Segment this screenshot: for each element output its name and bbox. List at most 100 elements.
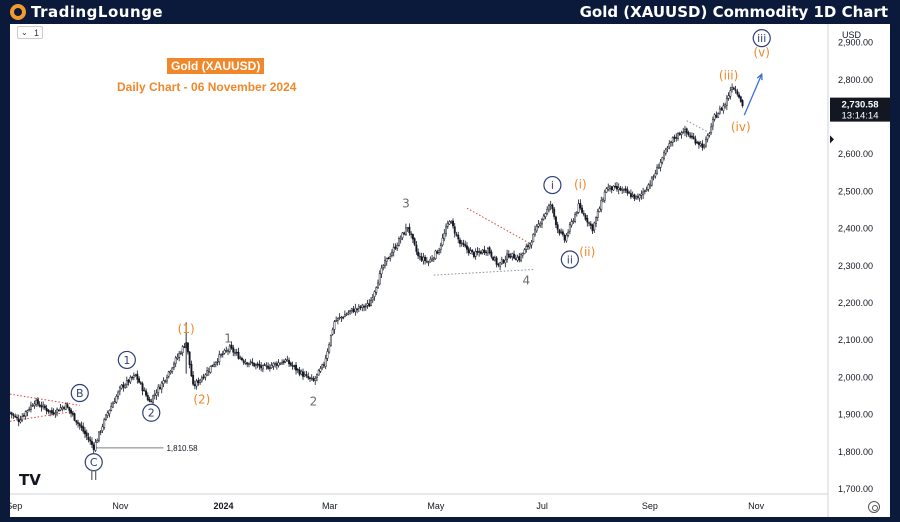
candle-body	[71, 412, 74, 415]
candle	[652, 174, 655, 181]
x-tick-label: May	[427, 501, 445, 511]
candle-body	[619, 188, 622, 191]
price-chart[interactable]: 1,700.00 1,800.00 1,900.00 2,000.00 2,100.00…	[10, 24, 890, 517]
candle-body	[703, 144, 706, 148]
candle-body	[225, 350, 228, 352]
candle	[321, 363, 324, 370]
wave-label: i	[543, 175, 562, 195]
candle	[472, 251, 475, 259]
candle-body	[717, 113, 720, 118]
candle-body	[713, 114, 716, 120]
candle-body	[659, 162, 662, 168]
candle	[471, 249, 474, 255]
candle	[464, 240, 467, 248]
candle	[567, 229, 570, 238]
candle-body	[73, 413, 76, 421]
candle-body	[117, 391, 120, 397]
wave-label: II	[90, 469, 98, 484]
candle-body	[148, 399, 151, 402]
candle-body	[190, 363, 193, 377]
candle-body	[399, 238, 402, 241]
candle	[302, 368, 304, 380]
candle	[544, 212, 547, 220]
candle	[166, 374, 168, 384]
candle-body	[462, 243, 465, 245]
interval-selector[interactable]: ⌄ 1	[17, 26, 43, 39]
candle	[340, 315, 343, 322]
candle	[253, 362, 256, 368]
candle-body	[547, 205, 550, 211]
candle	[645, 186, 648, 192]
candle	[190, 360, 193, 377]
candle	[649, 180, 652, 189]
candle-body	[331, 329, 334, 335]
candle-body	[631, 194, 634, 197]
settings-gear-icon[interactable]	[868, 501, 880, 513]
chart-panel[interactable]: 1,700.00 1,800.00 1,900.00 2,000.00 2,100.00…	[10, 24, 890, 517]
candle-body	[82, 426, 85, 432]
candle-body	[577, 203, 580, 213]
candle	[671, 136, 674, 147]
candle-body	[216, 361, 219, 363]
candle	[525, 243, 528, 253]
candle-body	[319, 368, 322, 372]
candle	[731, 83, 734, 93]
candle	[16, 414, 18, 421]
wave-label-text: 1	[123, 354, 130, 367]
candle-body	[152, 395, 154, 403]
candle	[718, 105, 721, 115]
candle	[445, 223, 447, 237]
wave-label: 1	[117, 350, 136, 370]
candle	[312, 376, 315, 382]
candle	[188, 351, 191, 369]
candle-body	[394, 246, 397, 249]
candle-body	[349, 310, 352, 313]
candle	[621, 186, 624, 194]
candle	[113, 397, 116, 404]
candle-body	[289, 362, 292, 366]
candle	[738, 92, 740, 99]
candle	[441, 233, 444, 247]
candle-body	[322, 364, 325, 366]
candle	[352, 305, 355, 313]
x-tick-label: Sep	[642, 501, 658, 511]
candle-body	[104, 414, 107, 420]
candle	[616, 181, 618, 192]
wave-label-text: (iv)	[731, 120, 751, 134]
candle	[28, 406, 31, 412]
candle-body	[309, 377, 311, 379]
candle-body	[575, 212, 578, 214]
wave-label-text: ii	[567, 253, 573, 266]
candle-body	[286, 359, 289, 362]
candle	[59, 404, 62, 412]
candle	[411, 233, 414, 244]
candle-body	[664, 149, 667, 154]
candle-body	[138, 378, 141, 383]
candle	[263, 362, 266, 367]
candle	[244, 358, 247, 365]
candle	[581, 205, 584, 214]
candle	[281, 359, 284, 365]
candle-body	[434, 250, 437, 259]
candle	[575, 211, 578, 217]
candle-body	[141, 383, 144, 392]
candle-body	[291, 365, 294, 367]
candle	[495, 256, 498, 268]
candle	[296, 367, 299, 374]
wave-label: 2	[142, 403, 161, 422]
candle-body	[211, 365, 214, 367]
candle	[145, 388, 147, 398]
candle-body	[305, 374, 308, 376]
candle-body	[202, 376, 205, 379]
wave-circle-icon	[752, 29, 771, 48]
candle	[551, 203, 554, 214]
candle	[677, 132, 679, 141]
wave-label: (ii)	[579, 245, 595, 259]
candle	[338, 313, 341, 320]
candle	[704, 136, 707, 148]
candle-body	[321, 364, 324, 369]
candle-body	[270, 365, 273, 368]
candle	[71, 411, 74, 417]
candle	[258, 360, 261, 370]
candle-body	[626, 189, 629, 194]
